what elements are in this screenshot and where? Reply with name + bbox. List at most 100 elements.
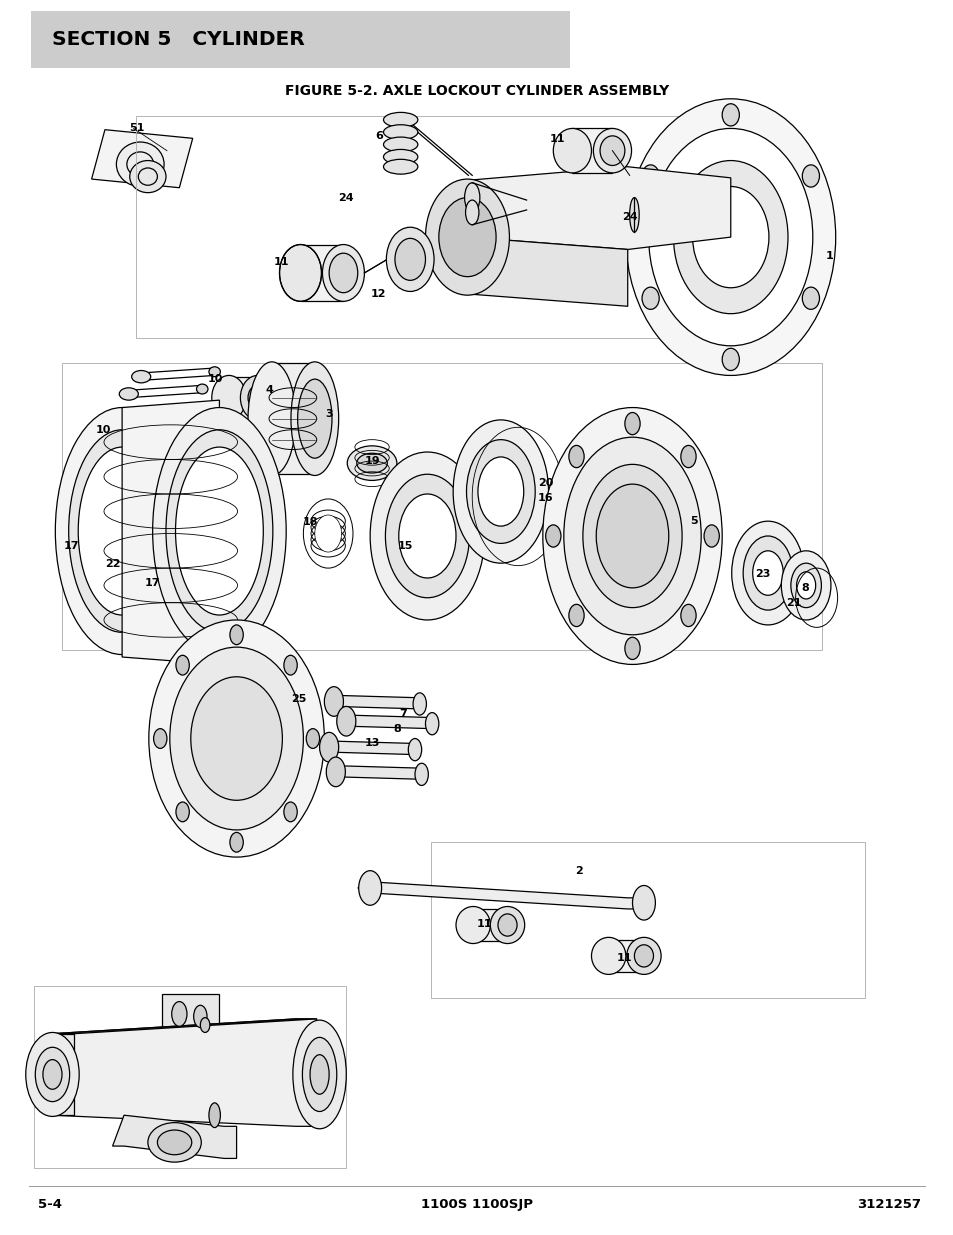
Ellipse shape bbox=[356, 453, 387, 473]
Ellipse shape bbox=[465, 200, 478, 225]
Text: 11: 11 bbox=[617, 953, 632, 963]
Text: SECTION 5   CYLINDER: SECTION 5 CYLINDER bbox=[52, 30, 305, 49]
Polygon shape bbox=[300, 245, 343, 301]
Polygon shape bbox=[229, 377, 257, 420]
Ellipse shape bbox=[193, 1005, 207, 1028]
Ellipse shape bbox=[568, 446, 583, 468]
Polygon shape bbox=[112, 1115, 236, 1158]
Text: 4: 4 bbox=[265, 385, 273, 395]
Ellipse shape bbox=[383, 112, 417, 127]
Ellipse shape bbox=[673, 161, 787, 314]
Text: 11: 11 bbox=[476, 919, 492, 929]
Text: 21: 21 bbox=[785, 598, 801, 608]
Text: 3: 3 bbox=[325, 409, 333, 419]
Ellipse shape bbox=[326, 757, 345, 787]
Ellipse shape bbox=[132, 370, 151, 383]
Text: 8: 8 bbox=[393, 724, 400, 734]
Ellipse shape bbox=[175, 447, 263, 615]
Ellipse shape bbox=[130, 161, 166, 193]
Text: 10: 10 bbox=[208, 374, 223, 384]
Ellipse shape bbox=[370, 452, 484, 620]
Ellipse shape bbox=[425, 713, 438, 735]
Ellipse shape bbox=[148, 1123, 201, 1162]
Polygon shape bbox=[467, 237, 627, 306]
Ellipse shape bbox=[596, 484, 668, 588]
Ellipse shape bbox=[542, 408, 721, 664]
Ellipse shape bbox=[297, 379, 332, 458]
Text: 8: 8 bbox=[801, 583, 808, 593]
Text: FIGURE 5-2. AXLE LOCKOUT CYLINDER ASSEMBLY: FIGURE 5-2. AXLE LOCKOUT CYLINDER ASSEMB… bbox=[285, 84, 668, 99]
Ellipse shape bbox=[692, 186, 768, 288]
Ellipse shape bbox=[248, 385, 267, 410]
Polygon shape bbox=[272, 363, 314, 474]
Ellipse shape bbox=[35, 1047, 70, 1102]
Ellipse shape bbox=[591, 937, 625, 974]
Ellipse shape bbox=[781, 551, 830, 620]
Text: 6: 6 bbox=[375, 131, 382, 142]
Ellipse shape bbox=[324, 687, 343, 716]
Polygon shape bbox=[91, 130, 193, 188]
Ellipse shape bbox=[385, 474, 469, 598]
Ellipse shape bbox=[240, 375, 274, 420]
Ellipse shape bbox=[170, 647, 303, 830]
Ellipse shape bbox=[425, 179, 509, 295]
Ellipse shape bbox=[395, 238, 425, 280]
Ellipse shape bbox=[291, 362, 338, 475]
Ellipse shape bbox=[545, 525, 560, 547]
Ellipse shape bbox=[703, 525, 719, 547]
Ellipse shape bbox=[191, 677, 282, 800]
Text: 51: 51 bbox=[129, 122, 144, 133]
Text: 3121257: 3121257 bbox=[856, 1198, 920, 1210]
Bar bbox=[162, 994, 219, 1034]
Ellipse shape bbox=[453, 420, 548, 563]
Ellipse shape bbox=[632, 885, 655, 920]
Ellipse shape bbox=[172, 1002, 187, 1026]
Text: 25: 25 bbox=[291, 694, 306, 704]
Text: 16: 16 bbox=[537, 493, 553, 503]
Ellipse shape bbox=[563, 437, 700, 635]
Ellipse shape bbox=[284, 802, 297, 821]
Text: 5: 5 bbox=[689, 516, 697, 526]
Text: 11: 11 bbox=[549, 133, 564, 144]
Ellipse shape bbox=[415, 763, 428, 785]
Polygon shape bbox=[572, 128, 612, 173]
Polygon shape bbox=[335, 766, 421, 779]
Ellipse shape bbox=[293, 1020, 346, 1129]
Polygon shape bbox=[52, 1034, 74, 1115]
Ellipse shape bbox=[641, 164, 659, 186]
Ellipse shape bbox=[209, 367, 220, 377]
Ellipse shape bbox=[801, 287, 819, 310]
Ellipse shape bbox=[149, 620, 324, 857]
Ellipse shape bbox=[279, 245, 321, 301]
Ellipse shape bbox=[336, 706, 355, 736]
Text: 1100S 1100SJP: 1100S 1100SJP bbox=[420, 1198, 533, 1210]
Ellipse shape bbox=[43, 1060, 62, 1089]
Ellipse shape bbox=[477, 457, 523, 526]
Ellipse shape bbox=[322, 245, 364, 301]
Polygon shape bbox=[473, 909, 507, 941]
Ellipse shape bbox=[319, 732, 338, 762]
Text: 12: 12 bbox=[371, 289, 386, 299]
Ellipse shape bbox=[166, 430, 273, 632]
Ellipse shape bbox=[634, 945, 653, 967]
Ellipse shape bbox=[593, 128, 631, 173]
Text: 23: 23 bbox=[755, 569, 770, 579]
Ellipse shape bbox=[383, 125, 417, 140]
Text: 19: 19 bbox=[364, 456, 379, 466]
Ellipse shape bbox=[398, 494, 456, 578]
Ellipse shape bbox=[731, 521, 803, 625]
Text: 7: 7 bbox=[399, 709, 407, 719]
Text: 24: 24 bbox=[621, 212, 637, 222]
Ellipse shape bbox=[680, 446, 696, 468]
Ellipse shape bbox=[310, 1055, 329, 1094]
Ellipse shape bbox=[456, 906, 490, 944]
Ellipse shape bbox=[119, 388, 138, 400]
Text: 13: 13 bbox=[364, 739, 379, 748]
Ellipse shape bbox=[302, 1037, 336, 1112]
Ellipse shape bbox=[790, 563, 821, 608]
Ellipse shape bbox=[230, 832, 243, 852]
Ellipse shape bbox=[721, 104, 739, 126]
Ellipse shape bbox=[752, 551, 782, 595]
Ellipse shape bbox=[641, 287, 659, 309]
Ellipse shape bbox=[152, 408, 286, 655]
